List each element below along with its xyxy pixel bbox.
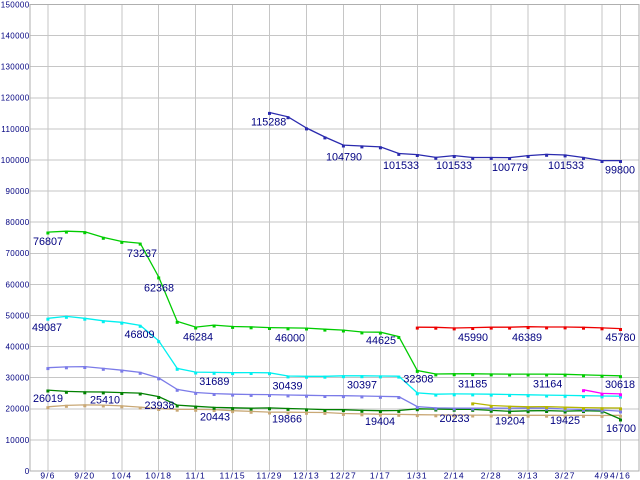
svg-text:30618: 30618 <box>605 379 635 391</box>
svg-text:19204: 19204 <box>495 416 525 428</box>
svg-text:30000: 30000 <box>6 374 30 383</box>
svg-text:4/16: 4/16 <box>610 470 631 480</box>
svg-text:19404: 19404 <box>365 416 395 428</box>
svg-text:100779: 100779 <box>492 162 528 174</box>
svg-text:25410: 25410 <box>90 394 120 406</box>
svg-text:16700: 16700 <box>606 423 636 435</box>
svg-text:40000: 40000 <box>6 343 30 352</box>
svg-text:150000: 150000 <box>1 0 30 9</box>
svg-text:23938: 23938 <box>145 400 175 412</box>
svg-text:1/17: 1/17 <box>370 470 391 480</box>
svg-text:12/13: 12/13 <box>293 470 320 480</box>
svg-text:9/20: 9/20 <box>74 470 95 480</box>
svg-text:115288: 115288 <box>251 117 286 129</box>
svg-text:20233: 20233 <box>440 413 470 425</box>
svg-text:70000: 70000 <box>6 249 30 258</box>
svg-text:4/9: 4/9 <box>594 470 609 480</box>
svg-text:30439: 30439 <box>273 380 303 392</box>
svg-text:104790: 104790 <box>326 152 362 164</box>
svg-text:46284: 46284 <box>183 332 213 344</box>
svg-text:101533: 101533 <box>548 160 584 172</box>
svg-text:32308: 32308 <box>403 374 433 386</box>
svg-text:76807: 76807 <box>33 236 63 248</box>
svg-text:62368: 62368 <box>144 282 174 294</box>
svg-text:12/27: 12/27 <box>330 470 357 480</box>
svg-text:73237: 73237 <box>127 248 157 260</box>
svg-text:31689: 31689 <box>199 376 229 388</box>
svg-text:2/14: 2/14 <box>444 470 465 480</box>
svg-text:50000: 50000 <box>6 311 30 320</box>
svg-text:120000: 120000 <box>1 94 30 103</box>
svg-text:140000: 140000 <box>1 32 30 41</box>
svg-text:11/1: 11/1 <box>186 470 206 480</box>
svg-text:30397: 30397 <box>347 379 377 391</box>
svg-text:2/28: 2/28 <box>481 470 502 480</box>
svg-text:60000: 60000 <box>6 280 30 289</box>
svg-text:3/27: 3/27 <box>555 470 576 480</box>
svg-text:80000: 80000 <box>6 218 30 227</box>
svg-text:101533: 101533 <box>436 160 472 172</box>
svg-text:19866: 19866 <box>272 414 302 426</box>
svg-text:10/18: 10/18 <box>145 470 172 480</box>
svg-text:26019: 26019 <box>33 393 63 405</box>
svg-text:19425: 19425 <box>550 415 580 427</box>
svg-text:46000: 46000 <box>275 333 305 345</box>
svg-text:31164: 31164 <box>533 379 562 391</box>
svg-text:31185: 31185 <box>458 378 487 390</box>
svg-text:45780: 45780 <box>606 332 636 344</box>
svg-text:49087: 49087 <box>32 322 62 334</box>
svg-text:11/29: 11/29 <box>256 470 282 480</box>
svg-text:11/15: 11/15 <box>220 470 246 480</box>
svg-text:20000: 20000 <box>6 405 30 414</box>
svg-text:99800: 99800 <box>605 164 635 176</box>
svg-text:0: 0 <box>25 467 30 476</box>
svg-text:45990: 45990 <box>458 332 488 344</box>
svg-text:90000: 90000 <box>6 187 30 196</box>
svg-text:44625: 44625 <box>366 335 396 347</box>
svg-text:101533: 101533 <box>383 160 419 172</box>
svg-text:110000: 110000 <box>1 125 29 134</box>
svg-text:3/13: 3/13 <box>518 470 539 480</box>
svg-text:10/4: 10/4 <box>111 470 132 480</box>
svg-text:1/31: 1/31 <box>407 470 428 480</box>
svg-text:100000: 100000 <box>1 156 30 165</box>
svg-text:46809: 46809 <box>125 329 155 341</box>
svg-text:20443: 20443 <box>200 412 230 424</box>
svg-text:46389: 46389 <box>512 332 542 344</box>
svg-text:9/6: 9/6 <box>40 470 55 480</box>
svg-text:10000: 10000 <box>6 436 30 445</box>
svg-text:130000: 130000 <box>1 63 30 72</box>
